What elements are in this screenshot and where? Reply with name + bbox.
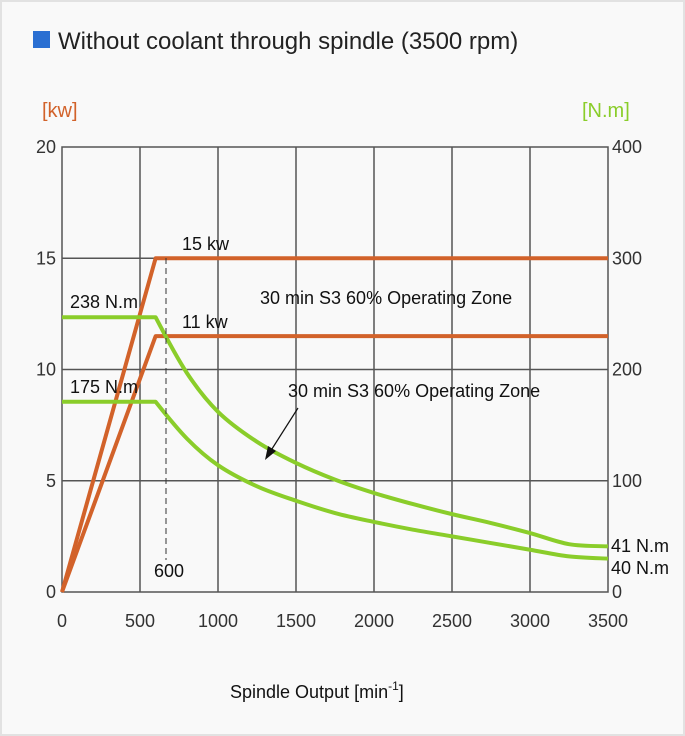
annotation-40nm: 40 N.m [611, 558, 669, 578]
annotation-11kw: 11 kw [182, 312, 229, 332]
base-speed-label: 600 [154, 561, 184, 581]
y-right-tick-label: 200 [612, 360, 642, 380]
tick-labels: 0 500 1000 1500 2000 2500 3000 3500051015200100… [36, 137, 642, 631]
y-left-tick-label: 0 [46, 582, 56, 602]
annotation-175nm: 175 N.m [70, 377, 138, 397]
x-tick-label: 1500 [276, 611, 316, 631]
y-right-tick-label: 300 [612, 248, 642, 268]
chart-title: Without coolant through spindle (3500 rp… [58, 28, 518, 55]
x-tick-label: 2500 [432, 611, 472, 631]
y-right-tick-label: 400 [612, 137, 642, 157]
x-tick-label: 2000 [354, 611, 394, 631]
x-tick-label: 0 [57, 611, 67, 631]
y-right-tick-label: 0 [612, 582, 622, 602]
series-layer [60, 256, 609, 593]
x-axis-title: Spindle Output [min-1] [230, 679, 404, 702]
annotation-238nm: 238 N.m [70, 292, 138, 312]
zone-label-power: 30 min S3 60% Operating Zone [260, 288, 512, 308]
x-tick-label: 1000 [198, 611, 238, 631]
right-axis-unit: [N.m] [582, 100, 630, 122]
title-square-icon [33, 31, 50, 48]
series-line-3 [62, 315, 609, 549]
annotation-15kw: 15 kw [182, 234, 230, 254]
zone-label-torque: 30 min S3 60% Operating Zone [288, 381, 540, 401]
zone-pointer-arrowhead [265, 446, 276, 460]
y-left-tick-label: 10 [36, 360, 56, 380]
annotation-41nm: 41 N.m [611, 536, 669, 556]
series-line-1 [60, 256, 608, 593]
x-tick-label: 3000 [510, 611, 550, 631]
y-left-tick-label: 15 [36, 248, 56, 268]
y-left-tick-label: 20 [36, 137, 56, 157]
zone-pointer-arrow [269, 407, 299, 453]
series-line-2 [60, 334, 608, 593]
series-line-4 [62, 399, 609, 561]
left-axis-unit: [kw] [42, 100, 78, 122]
y-left-tick-label: 5 [46, 471, 56, 491]
x-tick-label: 3500 [588, 611, 628, 631]
y-right-tick-label: 100 [612, 471, 642, 491]
x-tick-label: 500 [125, 611, 155, 631]
